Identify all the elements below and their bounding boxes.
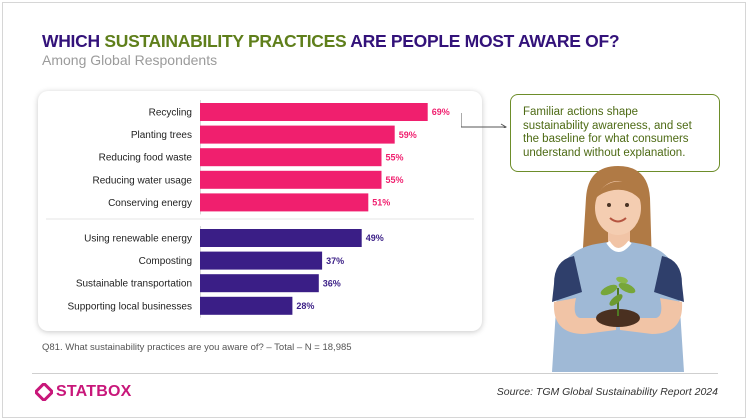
title-part: ARE xyxy=(346,31,391,51)
bar[interactable] xyxy=(200,103,428,121)
bar-category-label: Reducing food waste xyxy=(99,153,193,164)
bar-value-label: 36% xyxy=(323,278,341,288)
bar-value-label: 28% xyxy=(296,301,314,311)
footer-divider xyxy=(32,373,718,374)
bar-value-label: 55% xyxy=(386,152,404,162)
title-part: WHICH xyxy=(42,31,105,51)
bar-category-label: Reducing water usage xyxy=(92,175,192,186)
bar[interactable] xyxy=(200,148,382,167)
callout-connector xyxy=(461,113,507,128)
bar-value-label: 37% xyxy=(326,256,344,266)
bar-chart: Recycling 69% Planting trees 59% Reducing fo… xyxy=(46,100,474,318)
bar-value-label: 49% xyxy=(366,233,384,243)
bar-value-label: 69% xyxy=(432,107,450,117)
chart-subtitle: Among Global Respondents xyxy=(42,52,218,68)
statbox-logo-icon xyxy=(35,383,53,401)
title-part: PEOPLE MOST AWARE OF? xyxy=(390,31,620,51)
bar-category-label: Conserving energy xyxy=(108,198,192,209)
bar-value-label: 55% xyxy=(386,175,404,185)
brand-name: STATBOX xyxy=(56,383,132,400)
bar[interactable] xyxy=(200,296,293,315)
bar[interactable] xyxy=(200,251,323,270)
bar[interactable] xyxy=(200,193,369,212)
source-note: Source: TGM Global Sustainability Report… xyxy=(496,386,718,398)
chart-panel: Recycling 69% Planting trees 59% Reducing fo… xyxy=(38,91,482,331)
bar-category-label: Composting xyxy=(139,256,192,267)
bar[interactable] xyxy=(200,229,362,247)
survey-question: Q81. What sustainability practices are y… xyxy=(42,342,352,353)
bar[interactable] xyxy=(200,170,382,189)
bar-category-label: Recycling xyxy=(149,108,192,119)
bar-category-label: Planting trees xyxy=(131,130,192,141)
bar[interactable] xyxy=(200,125,395,144)
bar-value-label: 59% xyxy=(399,130,417,140)
bar-category-label: Using renewable energy xyxy=(84,234,192,245)
title-part: SUSTAINABILITY PRACTICES xyxy=(104,31,347,51)
bar-value-label: 51% xyxy=(372,198,390,208)
bar-category-label: Sustainable transportation xyxy=(76,279,192,290)
callout-text: Familiar actions shape sustainability aw… xyxy=(523,106,692,159)
statbox-logo[interactable]: STATBOX xyxy=(35,380,131,404)
bar[interactable] xyxy=(200,274,319,293)
girl-holding-seedling-image xyxy=(552,166,684,372)
chart-title: WHICH SUSTAINABILITY PRACTICES ARE PEOPL… xyxy=(42,31,620,52)
bar-category-label: Supporting local businesses xyxy=(67,301,192,312)
